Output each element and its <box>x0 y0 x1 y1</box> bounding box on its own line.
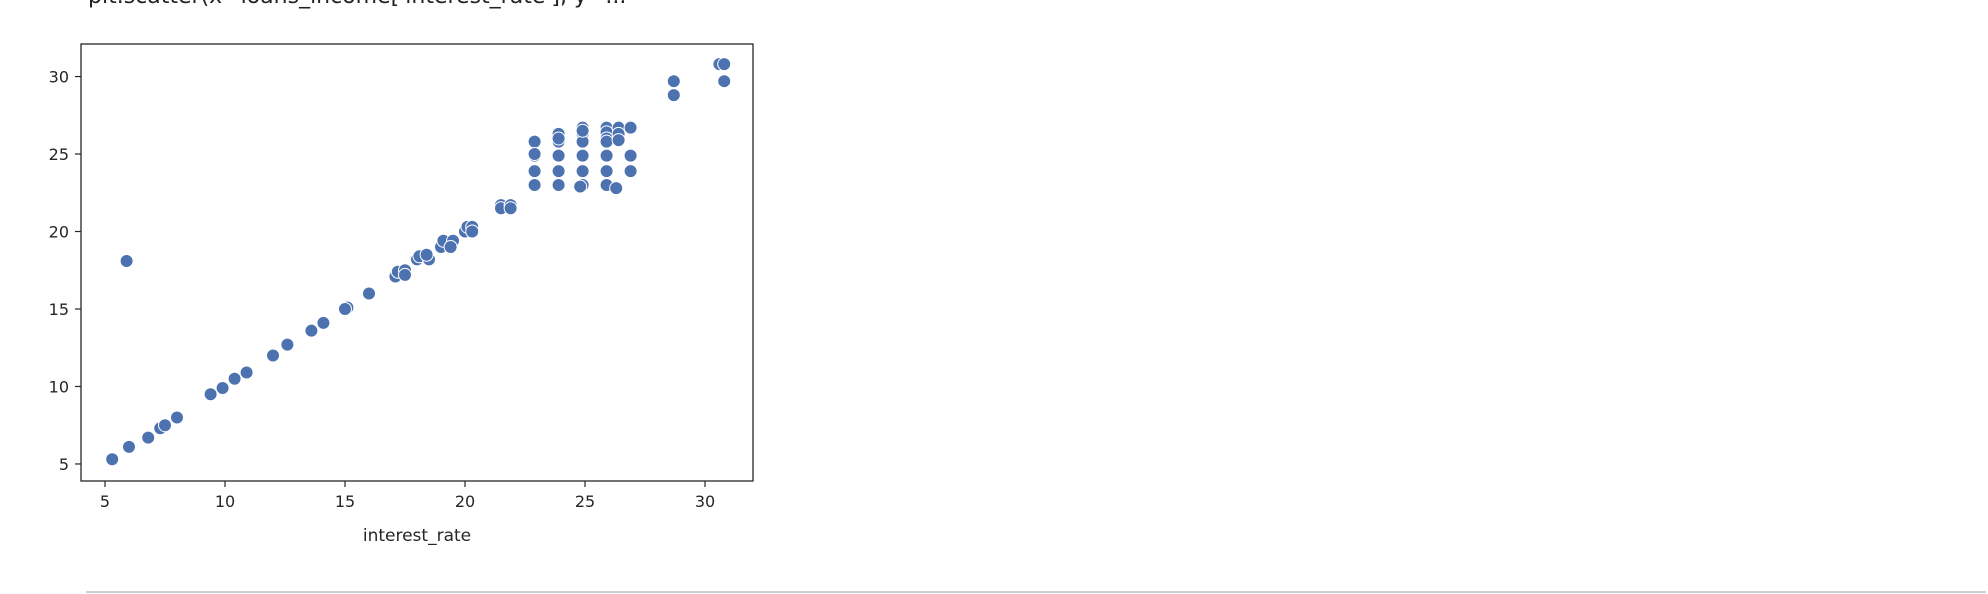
scatter-point <box>551 164 566 179</box>
scatter-point <box>599 148 614 163</box>
scatter-point <box>105 452 120 467</box>
scatter-point <box>304 323 319 338</box>
scatter-point <box>551 148 566 163</box>
output-divider <box>86 591 1986 593</box>
scatter-point <box>575 123 590 138</box>
scatter-point <box>239 365 254 380</box>
scatter-point <box>551 131 566 146</box>
y-tick-label: 15 <box>49 300 69 319</box>
scatter-point <box>611 133 626 148</box>
scatter-point <box>280 337 295 352</box>
scatter-point <box>215 381 230 396</box>
ticks: 5 10 15 20 25 30 5 10 15 20 25 30 <box>49 68 716 511</box>
x-tick-label: 10 <box>215 492 235 511</box>
scatter-point <box>316 315 331 330</box>
scatter-point <box>362 286 376 301</box>
clipped-code-text: plt.scatter(x=loans_income['interest_rat… <box>88 0 626 9</box>
scatter-point <box>623 120 638 135</box>
x-tick-label: 25 <box>575 492 595 511</box>
y-tick-label: 30 <box>49 68 69 87</box>
scatter-point <box>623 164 638 179</box>
scatter-point <box>465 224 480 239</box>
scatter-point <box>266 348 280 363</box>
scatter-point <box>527 164 542 179</box>
scatter-point <box>599 164 614 179</box>
scatter-point <box>599 134 614 149</box>
x-tick-label: 15 <box>335 492 355 511</box>
scatter-point <box>717 57 732 72</box>
scatter-point <box>338 301 352 316</box>
scatter-point <box>119 253 134 268</box>
axes <box>80 43 754 482</box>
scatter-point <box>575 148 590 163</box>
x-axis-label: interest_rate <box>363 526 471 546</box>
x-tick-label: 5 <box>100 492 110 511</box>
scatter-point <box>203 387 218 402</box>
scatter-point <box>575 164 590 179</box>
scatter-point <box>666 88 681 103</box>
scatter-point <box>717 74 732 89</box>
scatter-point <box>527 178 542 193</box>
scatter-point <box>666 74 681 89</box>
scatter-points <box>105 57 732 467</box>
scatter-point <box>527 147 542 162</box>
scatter-point <box>623 148 638 163</box>
y-tick-label: 5 <box>59 455 69 474</box>
y-tick-label: 10 <box>49 377 69 396</box>
scatter-point <box>551 178 566 193</box>
scatter-point <box>443 240 458 255</box>
scatter-point <box>419 247 434 262</box>
y-tick-label: 20 <box>49 223 69 242</box>
y-tick-label: 25 <box>49 145 69 164</box>
scatter-point <box>227 371 242 386</box>
x-tick-label: 30 <box>695 492 715 511</box>
plot-frame <box>80 43 754 482</box>
scatter-point <box>609 181 624 196</box>
scatter-point <box>122 439 136 454</box>
scatter-point <box>398 267 412 282</box>
scatter-point <box>503 201 518 216</box>
scatter-point <box>141 430 156 445</box>
scatter-point <box>573 179 588 194</box>
scatter-point <box>527 134 542 149</box>
scatter-point <box>158 418 172 433</box>
x-tick-label: 20 <box>455 492 475 511</box>
scatter-point <box>170 410 184 425</box>
